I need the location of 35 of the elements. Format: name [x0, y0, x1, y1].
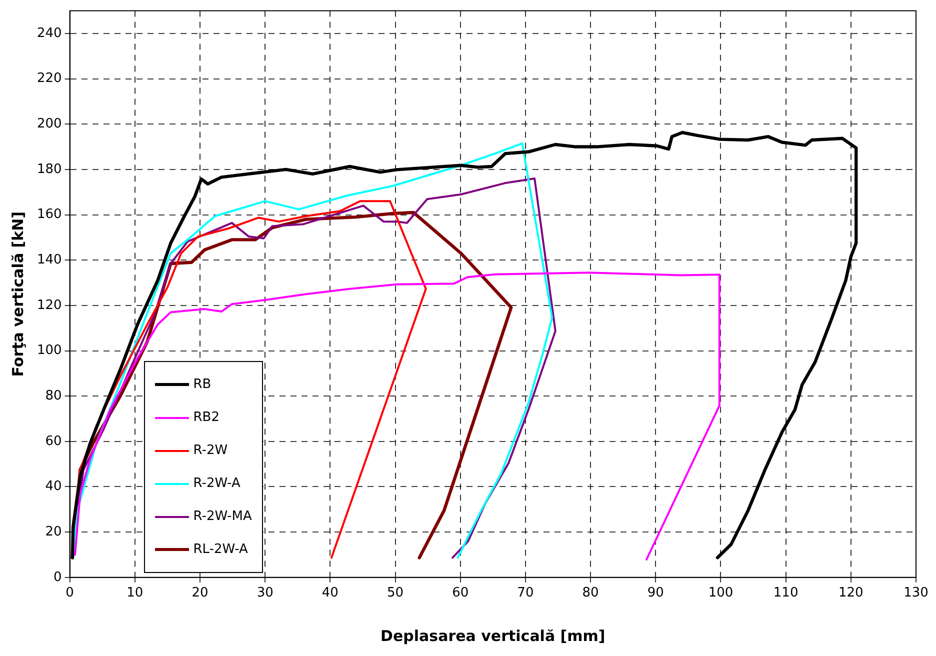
legend-label: RB2 [193, 410, 220, 426]
x-tick-label: 90 [647, 586, 664, 601]
x-tick-label: 20 [192, 586, 208, 601]
y-tick-label: 200 [36, 116, 62, 132]
x-tick-label: 80 [582, 586, 599, 601]
x-tick-label: 120 [838, 586, 864, 601]
y-tick-label: 60 [45, 434, 62, 449]
legend-label: R-2W-MA [193, 509, 252, 524]
x-tick-label: 30 [256, 586, 274, 601]
x-tick-label: 130 [904, 586, 928, 601]
y-tick-label: 80 [45, 388, 62, 404]
y-tick-label: 180 [36, 162, 62, 177]
x-tick-label: 0 [66, 586, 74, 601]
legend-label: R-2W-A [193, 476, 240, 492]
y-tick-label: 240 [36, 26, 62, 41]
x-axis-title: Deplasarea verticală [mm] [380, 626, 606, 645]
legend-label: RB [193, 377, 212, 392]
y-tick-label: 100 [36, 343, 62, 358]
x-tick-label: 10 [126, 586, 144, 601]
x-tick-label: 40 [322, 586, 338, 601]
y-tick-label: 160 [36, 207, 62, 222]
y-tick-label: 40 [45, 479, 62, 494]
y-tick-label: 20 [45, 524, 62, 540]
y-tick-label: 220 [36, 71, 62, 86]
legend-label: RL-2W-A [193, 542, 248, 558]
x-tick-label: 60 [452, 586, 469, 601]
x-tick-label: 50 [386, 586, 404, 601]
x-tick-label: 100 [708, 586, 734, 601]
x-tick-label: 110 [773, 586, 798, 601]
y-axis-title: Forţa verticală [kN] [8, 211, 27, 377]
y-tick-label: 140 [36, 252, 62, 268]
y-tick-label: 120 [36, 298, 62, 313]
y-tick-label: 0 [54, 570, 62, 585]
x-tick-label: 70 [517, 586, 534, 601]
legend-label: R-2W [193, 443, 228, 458]
